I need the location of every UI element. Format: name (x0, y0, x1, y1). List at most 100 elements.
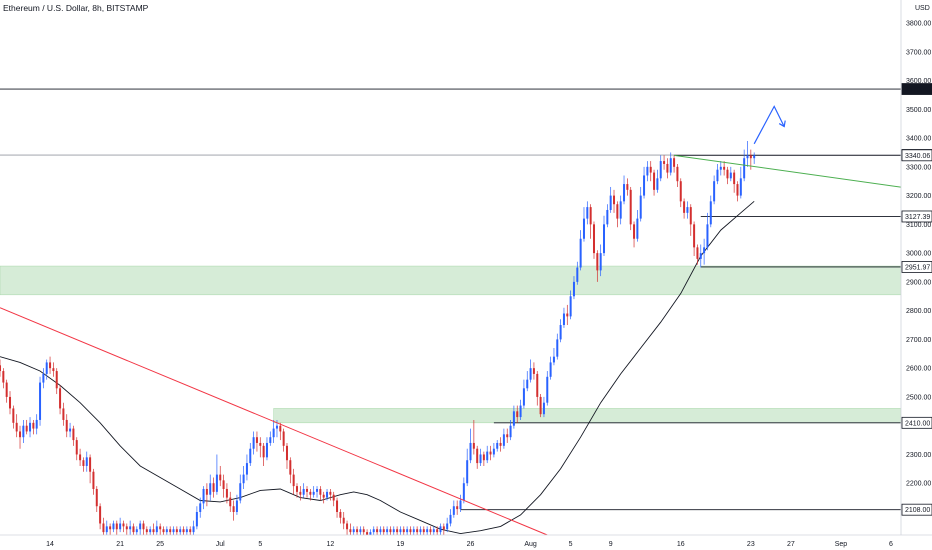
candle-body (713, 181, 716, 202)
candle (486, 445, 489, 464)
candle-body (442, 526, 445, 530)
candle (389, 526, 392, 535)
candle-body (69, 428, 72, 432)
candle (42, 368, 45, 389)
candles-group (0, 140, 756, 535)
candle (629, 186, 632, 231)
candle (666, 158, 669, 179)
candle-body (659, 161, 662, 179)
candle-body (516, 411, 519, 418)
time-tick-label: Sep (835, 541, 848, 548)
candle-body (599, 253, 602, 271)
candle (736, 181, 739, 202)
candle-body (422, 529, 425, 533)
candle (119, 517, 122, 533)
candle-body (456, 506, 459, 510)
candle (646, 161, 649, 182)
candle-body (189, 529, 192, 533)
candle-body (295, 486, 298, 492)
time-tick-label: 5 (569, 541, 573, 548)
candle-body (356, 529, 359, 533)
price-axis: USD2100.002200.002300.002400.002500.0026… (900, 0, 932, 550)
time-tick-label: 14 (46, 541, 54, 548)
price-tick-label: 3500.00 (906, 107, 931, 114)
candle-body (386, 529, 389, 533)
candle (489, 445, 492, 461)
candle-body (562, 313, 565, 326)
candle-body (646, 166, 649, 176)
candle (416, 526, 419, 535)
candle-body (152, 529, 155, 533)
price-badge: 2410.00 (901, 416, 932, 429)
candle-body (119, 523, 122, 530)
candle-body (633, 224, 636, 239)
candle-body (536, 373, 539, 397)
candle (22, 419, 25, 443)
price-badge-text: 3127.39 (905, 214, 930, 221)
candle (429, 526, 432, 535)
candle (656, 169, 659, 193)
candle-body (719, 166, 722, 170)
candle-body (436, 529, 439, 533)
candle (699, 244, 702, 268)
candle-body (613, 195, 616, 205)
candle (402, 526, 405, 535)
candle (252, 431, 255, 455)
candle-body (416, 529, 419, 533)
candle (379, 526, 382, 535)
candle (539, 394, 542, 418)
candle (726, 166, 729, 185)
candle-body (522, 388, 525, 406)
candle-body (255, 437, 258, 443)
candle (349, 523, 352, 535)
candle-body (559, 325, 562, 340)
candle-body (302, 488, 305, 495)
candle-body (489, 451, 492, 455)
candle-body (679, 181, 682, 202)
candle (582, 207, 585, 242)
candle (376, 526, 379, 535)
candle-body (689, 207, 692, 225)
candle-body (2, 371, 5, 383)
candle (235, 494, 238, 515)
candle (753, 152, 756, 164)
candle-body (102, 523, 105, 533)
candle-body (232, 506, 235, 512)
candle-body (586, 207, 589, 219)
candle (439, 523, 442, 535)
candle-body (746, 155, 749, 159)
candle-body (696, 247, 699, 259)
candle-body (265, 442, 268, 458)
candle (653, 169, 656, 196)
candle-body (269, 437, 272, 443)
candle-body (282, 431, 285, 446)
candle (132, 523, 135, 535)
candle (502, 428, 505, 449)
time-tick-label: 6 (889, 541, 893, 548)
candle (165, 526, 168, 535)
candle-body (262, 445, 265, 458)
candle (366, 529, 369, 535)
candle-body (225, 488, 228, 498)
candle (122, 520, 125, 533)
candle (9, 391, 12, 415)
price-tick-label: 3600.00 (906, 78, 931, 85)
candle (606, 204, 609, 228)
candle (105, 520, 108, 535)
candle-body (155, 526, 158, 533)
candle-body (552, 356, 555, 363)
price-badge-text: 2951.97 (905, 264, 930, 271)
candle-body (389, 529, 392, 533)
candle (192, 520, 195, 535)
candle (362, 526, 365, 535)
candle-body (292, 474, 295, 487)
candle-body (392, 529, 395, 533)
candle-body (75, 440, 78, 455)
price-tick-label: 2800.00 (906, 308, 931, 315)
candle (496, 440, 499, 452)
candle (482, 451, 485, 466)
candle (436, 526, 439, 535)
candle-body (412, 529, 415, 533)
candle-body (666, 163, 669, 173)
